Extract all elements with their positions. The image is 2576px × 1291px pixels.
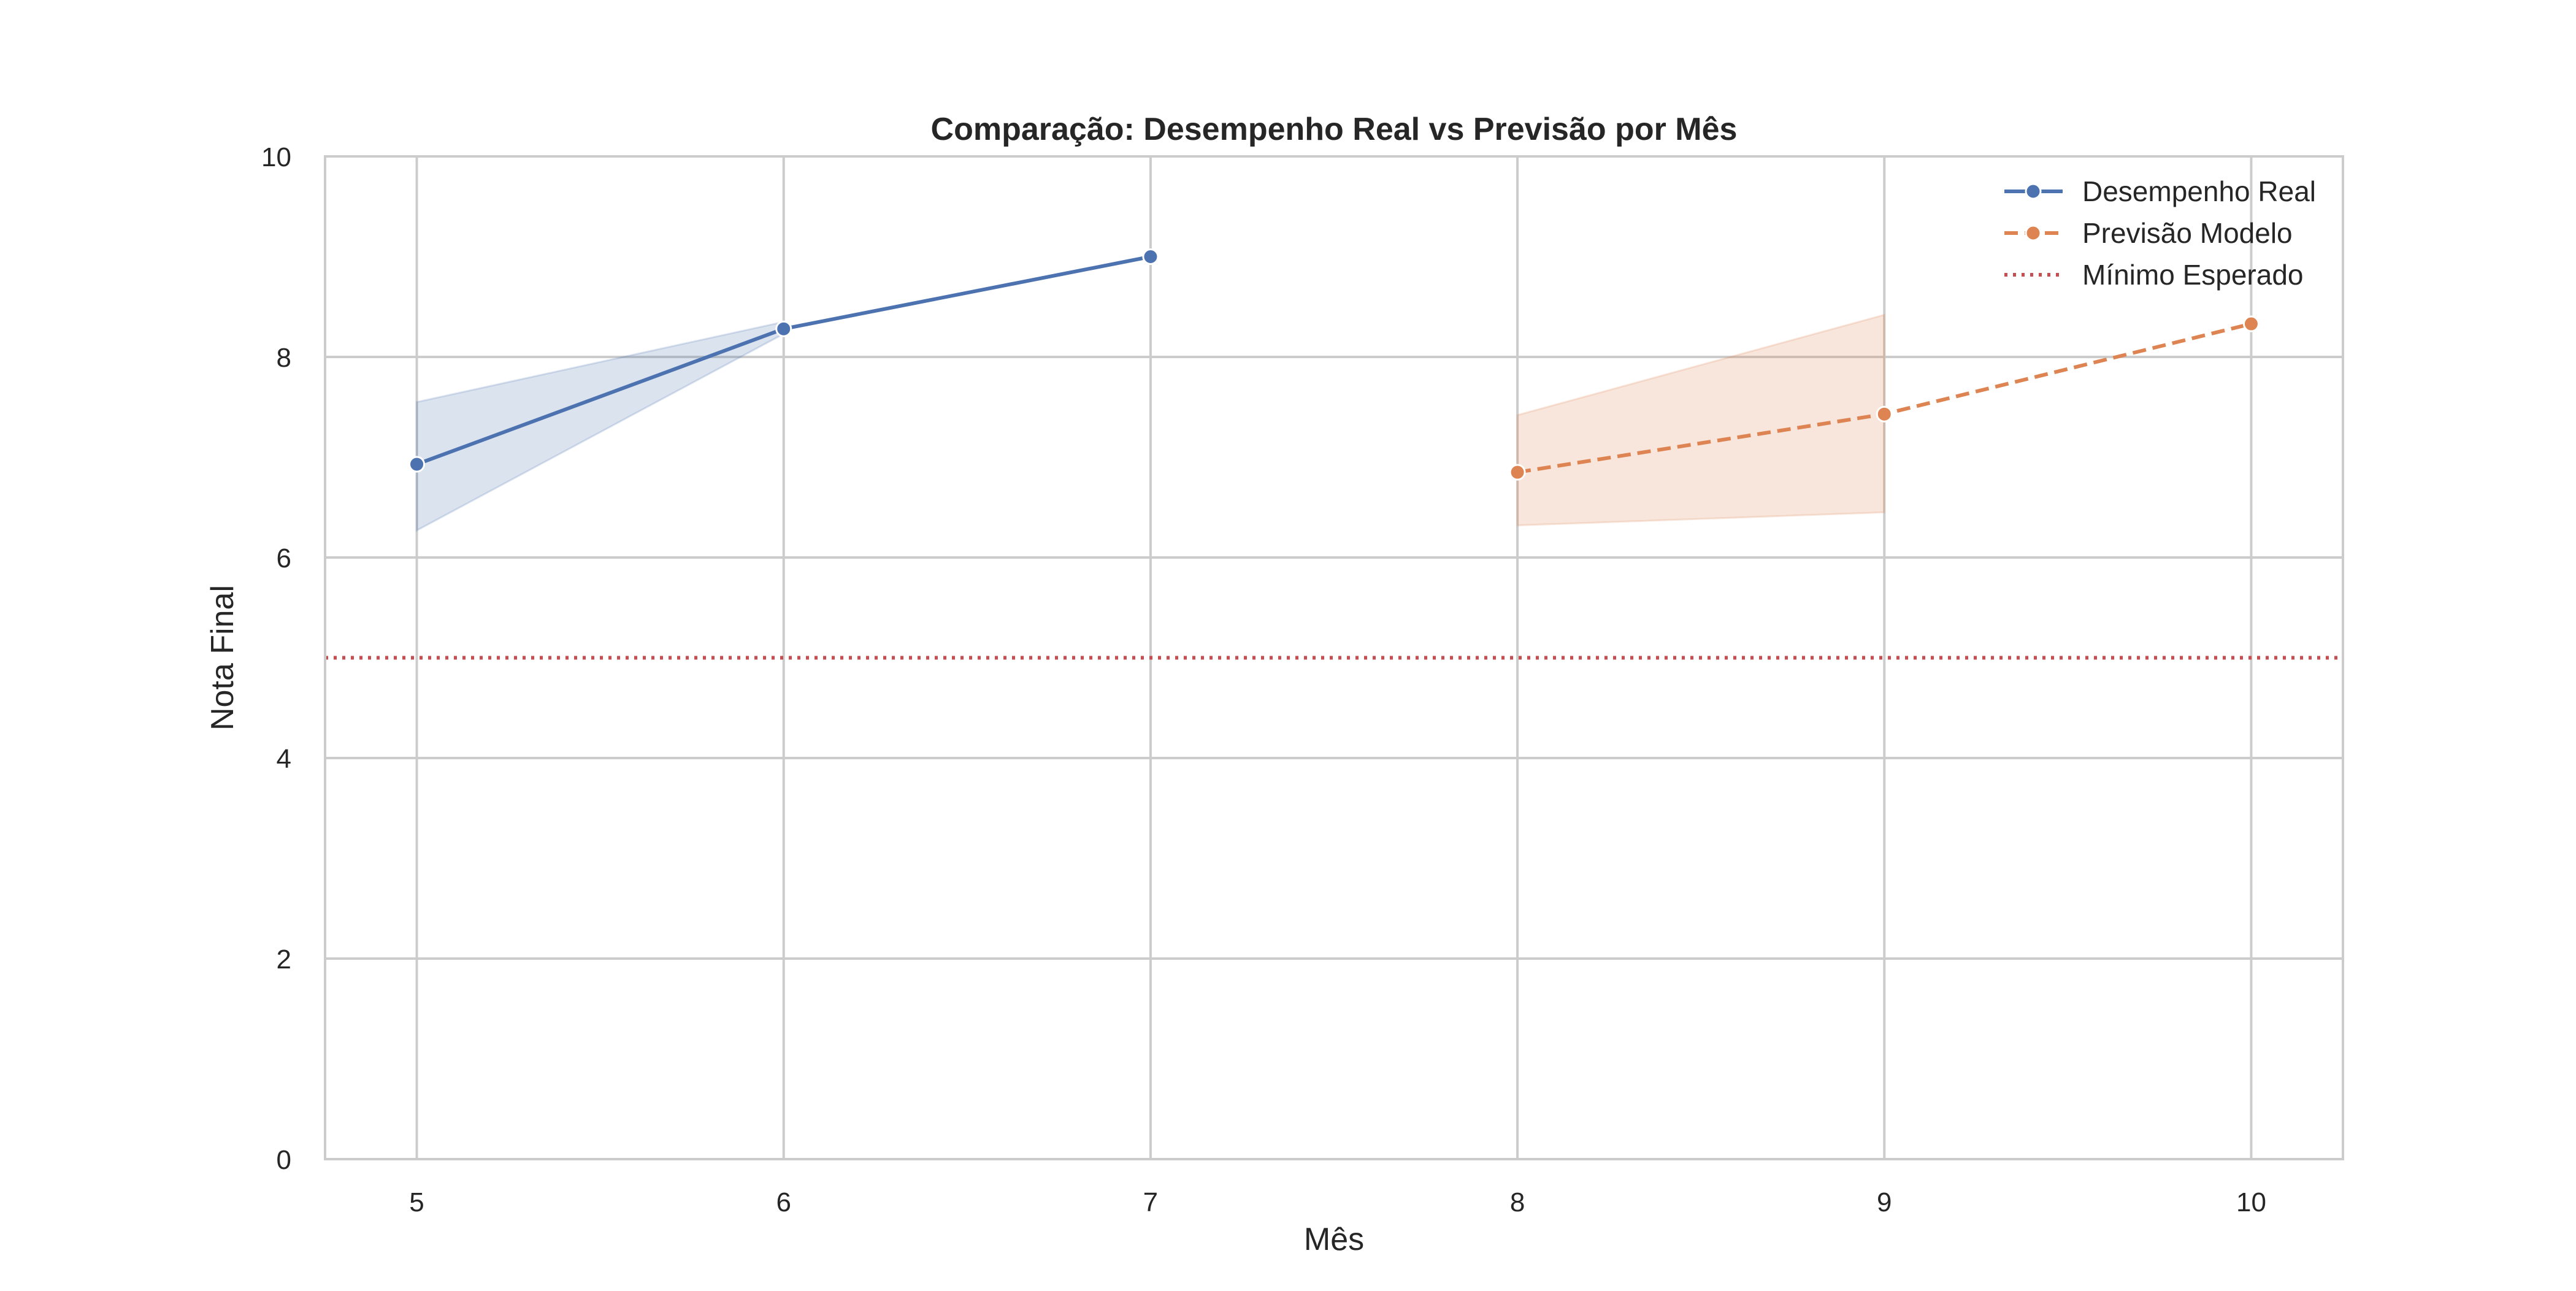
legend-label: Mínimo Esperado (2082, 259, 2304, 291)
y-axis-label: Nota Final (205, 585, 240, 730)
legend-marker (2025, 224, 2042, 242)
data-point (775, 320, 792, 337)
data-point (1509, 464, 1526, 481)
legend-label: Desempenho Real (2082, 175, 2316, 207)
confidence-band (416, 320, 785, 532)
y-tick-label: 10 (261, 142, 291, 172)
data-point (1876, 405, 1893, 423)
plot-frame-rect (324, 155, 2344, 1160)
x-axis-label: Mês (1304, 1222, 1364, 1257)
tick-labels: 5 6 7 8 9 10 0 2 4 6 8 10 (261, 142, 2266, 1217)
x-tick-label: 5 (409, 1187, 424, 1217)
y-tick-label: 6 (277, 543, 291, 573)
x-tick-label: 7 (1143, 1187, 1158, 1217)
data-point (1142, 248, 1159, 265)
x-tick-label: 8 (1510, 1187, 1525, 1217)
x-tick-label: 10 (2236, 1187, 2266, 1217)
y-tick-label: 8 (277, 343, 291, 373)
plot-frame (324, 155, 2344, 1160)
series-lines (408, 248, 2260, 481)
confidence-band (1516, 313, 1885, 527)
legend: Desempenho Real Previsão Modelo Mínimo Esp… (2004, 175, 2316, 291)
x-tick-label: 9 (1877, 1187, 1892, 1217)
y-tick-label: 0 (277, 1145, 291, 1175)
x-tick-label: 6 (776, 1187, 791, 1217)
y-tick-label: 4 (277, 744, 291, 774)
y-tick-label: 2 (277, 944, 291, 975)
legend-marker (2025, 183, 2042, 200)
legend-label: Previsão Modelo (2082, 217, 2293, 249)
chart-title: Comparação: Desempenho Real vs Previsão … (931, 112, 1738, 147)
data-point (408, 456, 426, 473)
data-point (2242, 315, 2260, 332)
